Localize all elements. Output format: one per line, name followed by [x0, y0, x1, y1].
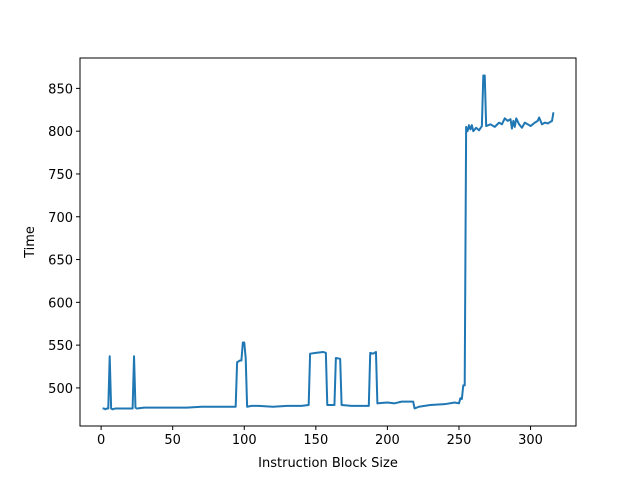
x-tick-label: 300 — [518, 433, 543, 448]
y-tick-label: 500 — [48, 382, 73, 397]
plot-frame — [79, 57, 577, 427]
y-tick-label: 550 — [48, 339, 73, 354]
y-tick-label: 800 — [48, 125, 73, 140]
y-tick-label: 750 — [48, 168, 73, 183]
y-axis-label: Time — [23, 226, 38, 259]
x-tick-label: 250 — [447, 433, 472, 448]
x-tick-label: 100 — [232, 433, 257, 448]
y-tick-label: 700 — [48, 211, 73, 226]
x-axis-label: Instruction Block Size — [258, 456, 398, 471]
x-tick-label: 200 — [375, 433, 400, 448]
y-tick-label: 600 — [48, 296, 73, 311]
x-tick-label: 150 — [303, 433, 328, 448]
y-tick-label: 850 — [48, 82, 73, 97]
x-tick-label: 50 — [164, 433, 181, 448]
y-tick-label: 650 — [48, 254, 73, 269]
x-tick-label: 0 — [97, 433, 105, 448]
line-series — [102, 74, 555, 411]
